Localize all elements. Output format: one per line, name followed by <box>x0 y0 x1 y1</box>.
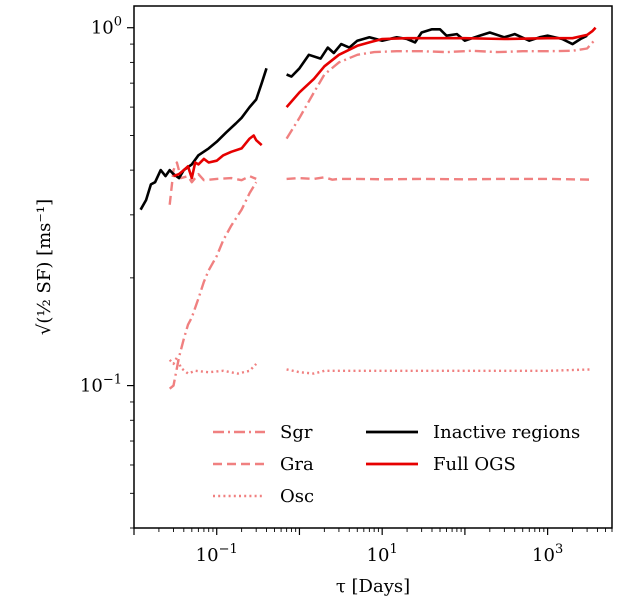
y-axis-label-text: √(½ SF) [ms⁻¹] <box>34 199 55 335</box>
series-line-full-ogs-1 <box>173 134 263 180</box>
y-tick-label: 100 <box>91 15 122 39</box>
series-line-inactive-regions-1 <box>139 67 268 211</box>
plot-frame <box>133 5 613 529</box>
x-tick-label: 10−1 <box>196 542 238 566</box>
x-tick-label: 103 <box>532 542 563 566</box>
x-axis-label: τ [Days] <box>336 576 410 597</box>
x-tick-label: 101 <box>367 542 398 566</box>
y-tick-label: 10−1 <box>80 373 122 397</box>
series-line-osc-2 <box>286 368 593 375</box>
legend-label-gra: Gra <box>280 454 314 475</box>
series-line-gra-1 <box>168 161 257 205</box>
legend-label-osc: Osc <box>280 486 314 507</box>
legend-label-sgr: Sgr <box>280 422 313 443</box>
legend-label-inactive-regions: Inactive regions <box>433 422 580 443</box>
x-axis: 10−1 101 103 <box>133 528 613 566</box>
series-line-sgr-2 <box>285 38 597 140</box>
legend-label-full-ogs: Full OGS <box>433 454 516 475</box>
series-line-osc-1 <box>168 356 258 375</box>
y-axis-label: √(½ SF) [ms⁻¹] <box>34 199 55 335</box>
plot-series <box>139 26 597 390</box>
legend: Sgr Gra Osc Inactive regions Full OGS <box>213 422 580 507</box>
series-line-gra-2 <box>286 176 593 181</box>
y-axis: 10−1 100 <box>80 15 134 529</box>
series-line-sgr-1 <box>168 181 258 390</box>
series-line-full-ogs-2 <box>285 26 597 108</box>
